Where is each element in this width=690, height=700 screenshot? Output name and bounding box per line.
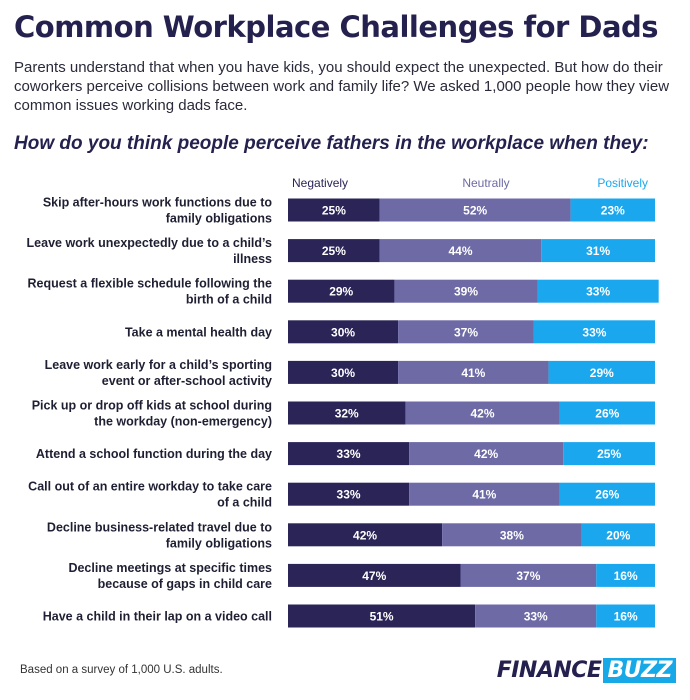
value-label-negatively: 33% (337, 447, 361, 461)
value-label-positively: 20% (606, 528, 630, 542)
category-label: family obligations (166, 536, 272, 550)
legend-neutrally: Neutrally (462, 176, 509, 190)
financebuzz-logo: FINANCE BUZZ (497, 655, 676, 685)
stacked-bar-chart: Negatively Neutrally Positively Skip after-… (27, 176, 659, 628)
value-label-positively: 26% (595, 407, 619, 421)
bar-segment-positively (596, 604, 655, 628)
bar-segment-negatively (288, 360, 399, 384)
bar-segment-positively (548, 360, 655, 384)
bar-segment-positively (537, 279, 659, 303)
category-label: Pick up or drop off kids at school durin… (32, 399, 272, 413)
value-label-negatively: 32% (335, 407, 359, 421)
bar-segment-positively (563, 442, 655, 466)
value-label-neutrally: 52% (463, 204, 487, 218)
chart-question: How do you think people perceive fathers… (14, 133, 649, 154)
value-label-neutrally: 33% (524, 610, 548, 624)
bar-segment-neutrally (409, 482, 560, 506)
value-label-neutrally: 41% (461, 366, 485, 380)
intro-text: Parents understand that when you have ki… (14, 59, 670, 114)
category-label: Take a mental health day (125, 325, 272, 339)
value-label-neutrally: 44% (448, 244, 472, 258)
bar-segment-negatively (288, 198, 380, 222)
category-label: Request a flexible schedule following th… (28, 277, 273, 291)
bar-segment-neutrally (379, 239, 542, 263)
category-label: Decline business-related travel due to (47, 520, 272, 534)
bar-segment-positively (570, 198, 655, 222)
category-label: Leave work unexpectedly due to a child’s (27, 236, 272, 250)
bar-segment-neutrally (379, 198, 571, 222)
category-label: Leave work early for a child’s sporting (45, 358, 272, 372)
value-label-negatively: 51% (370, 610, 394, 624)
value-label-negatively: 30% (331, 325, 355, 339)
bar-segment-negatively (288, 442, 410, 466)
value-label-positively: 26% (595, 488, 619, 502)
page-title: Common Workplace Challenges for Dads (14, 10, 659, 44)
value-label-positively: 31% (586, 244, 610, 258)
bar-segment-positively (559, 401, 655, 425)
bar-segment-neutrally (475, 604, 597, 628)
bar-segment-negatively (288, 320, 399, 344)
logo-finance-text: FINANCE (496, 657, 602, 683)
category-label: the workday (non-emergency) (94, 415, 272, 429)
value-label-positively: 33% (582, 325, 606, 339)
bar-segment-positively (541, 239, 655, 263)
value-label-positively: 16% (614, 569, 638, 583)
value-label-positively: 25% (597, 447, 621, 461)
bar-segment-neutrally (398, 360, 549, 384)
bar-segment-negatively (288, 239, 380, 263)
bar-segment-neutrally (442, 523, 582, 547)
bar-segment-negatively (288, 279, 395, 303)
category-label: of a child (217, 496, 272, 510)
value-label-positively: 23% (601, 204, 625, 218)
category-label: Attend a school function during the day (36, 447, 272, 461)
category-label: illness (233, 252, 272, 266)
value-label-neutrally: 37% (516, 569, 540, 583)
value-label-negatively: 29% (329, 285, 353, 299)
value-label-neutrally: 41% (472, 488, 496, 502)
value-label-negatively: 25% (322, 244, 346, 258)
value-label-negatively: 25% (322, 204, 346, 218)
value-label-negatively: 47% (362, 569, 386, 583)
bar-segment-neutrally (405, 401, 560, 425)
category-label: because of gaps in child care (98, 577, 272, 591)
value-label-positively: 29% (590, 366, 614, 380)
value-label-negatively: 30% (331, 366, 355, 380)
value-label-neutrally: 42% (474, 447, 498, 461)
bar-segment-positively (533, 320, 655, 344)
bar-segment-positively (596, 563, 655, 587)
value-label-negatively: 42% (353, 528, 377, 542)
bar-segment-positively (581, 523, 655, 547)
category-label: Call out of an entire workday to take ca… (28, 480, 272, 494)
logo-buzz-text: BUZZ (603, 657, 676, 683)
value-label-positively: 33% (586, 285, 610, 299)
bar-segment-negatively (288, 563, 461, 587)
legend-positively: Positively (597, 176, 648, 190)
category-label: birth of a child (186, 293, 272, 307)
legend-negatively: Negatively (292, 176, 348, 190)
bar-segment-negatively (288, 523, 443, 547)
value-label-positively: 16% (614, 610, 638, 624)
footnote: Based on a survey of 1,000 U.S. adults. (20, 664, 223, 676)
bar-segment-neutrally (409, 442, 564, 466)
bar-segment-negatively (288, 482, 410, 506)
bar-segment-positively (559, 482, 655, 506)
bar-segment-neutrally (394, 279, 538, 303)
value-label-neutrally: 37% (454, 325, 478, 339)
category-label: event or after-school activity (102, 374, 272, 388)
value-label-neutrally: 42% (470, 407, 494, 421)
category-label: family obligations (166, 212, 272, 226)
value-label-negatively: 33% (337, 488, 361, 502)
bar-segment-neutrally (398, 320, 534, 344)
bar-segment-negatively (288, 401, 406, 425)
bar-segment-neutrally (460, 563, 597, 587)
value-label-neutrally: 38% (500, 528, 524, 542)
category-label: Have a child in their lap on a video cal… (43, 610, 272, 624)
category-label: Skip after-hours work functions due to (43, 196, 273, 210)
value-label-neutrally: 39% (454, 285, 478, 299)
bar-segment-negatively (288, 604, 476, 628)
category-label: Decline meetings at specific times (68, 561, 272, 575)
